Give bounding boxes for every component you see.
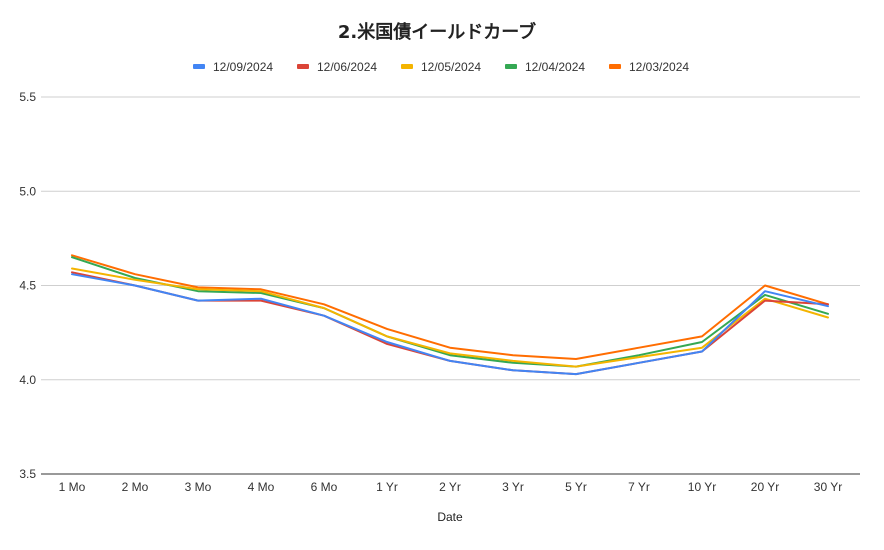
x-tick-label: 3 Mo <box>185 480 212 494</box>
x-tick-label: 30 Yr <box>814 480 842 494</box>
gridlines <box>41 96 860 475</box>
x-tick-label: 2 Mo <box>122 480 149 494</box>
legend-swatch <box>297 64 309 69</box>
x-tick-label: 20 Yr <box>751 480 779 494</box>
legend-label: 12/09/2024 <box>213 60 273 74</box>
y-tick-label: 5.5 <box>19 90 36 104</box>
series-line-12-03-2024 <box>71 254 829 360</box>
x-axis-title: Date <box>437 510 463 524</box>
x-tick-label: 1 Mo <box>59 480 86 494</box>
series-line-12-04-2024 <box>71 256 829 368</box>
legend-label: 12/04/2024 <box>525 60 585 74</box>
legend-item-12-06-2024[interactable]: 12/06/2024 <box>297 60 377 74</box>
legend-label: 12/03/2024 <box>629 60 689 74</box>
x-tick-label: 5 Yr <box>565 480 587 494</box>
legend-item-12-03-2024[interactable]: 12/03/2024 <box>609 60 689 74</box>
y-axis-tick-labels: 3.5 4.0 4.5 5.0 5.5 <box>19 90 36 481</box>
series-line-12-05-2024 <box>71 267 829 368</box>
x-tick-label: 1 Yr <box>376 480 398 494</box>
legend: 12/09/2024 12/06/2024 12/05/2024 12/04/2024… <box>193 60 689 74</box>
x-axis-tick-labels: 1 Mo 2 Mo 3 Mo 4 Mo 6 Mo 1 Yr 2 Yr 3 Yr 5 Yr 7 Yr… <box>59 480 843 494</box>
legend-label: 12/05/2024 <box>421 60 481 74</box>
chart-title: 2.米国債イールドカーブ <box>338 21 536 43</box>
legend-swatch <box>609 64 621 69</box>
legend-item-12-05-2024[interactable]: 12/05/2024 <box>401 60 481 74</box>
x-tick-label: 7 Yr <box>628 480 650 494</box>
x-tick-label: 3 Yr <box>502 480 524 494</box>
series-line-12-09-2024 <box>71 273 829 376</box>
x-tick-label: 6 Mo <box>311 480 338 494</box>
legend-swatch <box>193 64 205 69</box>
x-tick-label: 4 Mo <box>248 480 275 494</box>
y-tick-label: 4.0 <box>19 373 36 387</box>
legend-item-12-04-2024[interactable]: 12/04/2024 <box>505 60 585 74</box>
y-tick-label: 3.5 <box>19 467 36 481</box>
legend-item-12-09-2024[interactable]: 12/09/2024 <box>193 60 273 74</box>
x-tick-label: 2 Yr <box>439 480 461 494</box>
series-lines <box>71 254 829 376</box>
y-tick-label: 5.0 <box>19 184 36 198</box>
legend-swatch <box>505 64 517 69</box>
x-tick-label: 10 Yr <box>688 480 716 494</box>
legend-label: 12/06/2024 <box>317 60 377 74</box>
y-tick-label: 4.5 <box>19 279 36 293</box>
legend-swatch <box>401 64 413 69</box>
